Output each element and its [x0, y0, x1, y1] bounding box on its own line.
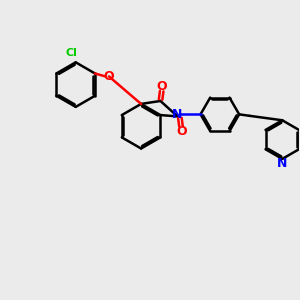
Text: O: O: [157, 80, 167, 93]
Text: Cl: Cl: [65, 48, 77, 58]
Text: O: O: [103, 70, 114, 83]
Text: N: N: [277, 157, 287, 170]
Text: N: N: [172, 108, 182, 121]
Text: O: O: [176, 125, 187, 138]
